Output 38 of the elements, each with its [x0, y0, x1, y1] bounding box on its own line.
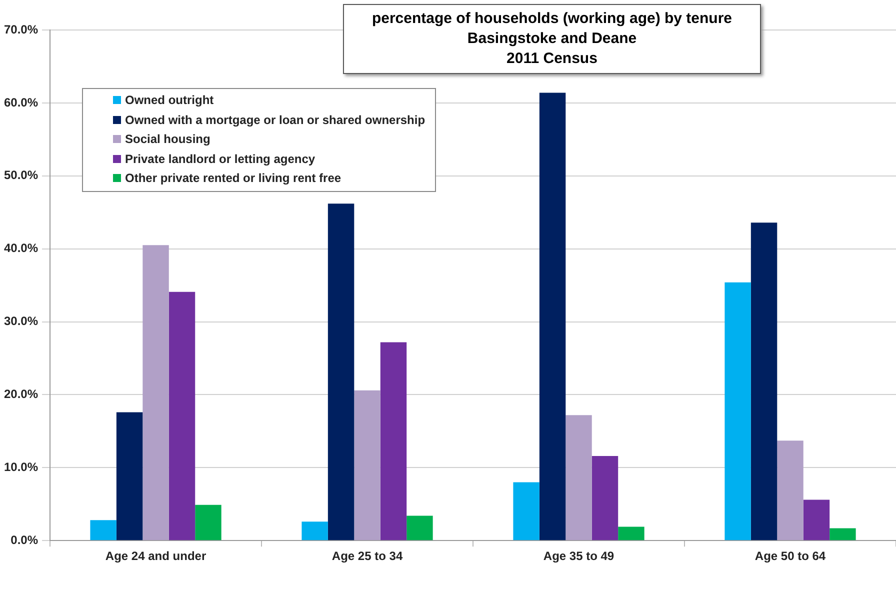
bar — [142, 245, 169, 540]
legend-label: Owned with a mortgage or loan or shared ownership — [124, 112, 426, 128]
bar — [803, 500, 830, 540]
bar — [168, 292, 196, 540]
bar — [830, 528, 856, 540]
y-tick-label: 40.0% — [4, 241, 38, 256]
legend-label: Other private rented or living rent free — [124, 170, 342, 187]
legend-label: Social housing — [124, 131, 212, 148]
y-tick-label: 10.0% — [4, 460, 38, 474]
bar — [618, 526, 644, 540]
bar — [116, 412, 143, 540]
bar — [724, 282, 751, 540]
bar — [328, 204, 354, 540]
legend-label: Owned outright — [124, 92, 215, 109]
bar — [195, 504, 222, 540]
x-tick-label: Age 25 to 34 — [332, 549, 403, 564]
bar — [354, 390, 380, 540]
title-box: percentage of households (working age) by tenure Basingstoke and Deane 2011 Census — [343, 4, 761, 74]
x-tick-label: Age 24 and under — [105, 549, 206, 564]
y-tick-label: 0.0% — [10, 532, 38, 547]
y-tick-label: 30.0% — [4, 314, 38, 328]
x-tick-label: Age 50 to 64 — [754, 549, 826, 564]
x-tick-label: Age 35 to 49 — [543, 549, 614, 564]
y-tick-label: 70.0% — [4, 22, 38, 36]
y-tick-label: 20.0% — [4, 387, 38, 402]
bar — [406, 516, 433, 540]
bar — [592, 456, 618, 540]
bar — [90, 520, 116, 540]
y-tick-label: 50.0% — [4, 168, 38, 182]
bar — [750, 222, 778, 540]
bar — [566, 415, 592, 540]
bar — [539, 92, 566, 540]
y-tick-label: 60.0% — [4, 95, 38, 110]
bar — [777, 440, 804, 540]
bar — [513, 482, 540, 540]
bar — [380, 342, 407, 540]
legend-label: Private landlord or letting agency — [124, 150, 316, 168]
bar — [302, 522, 328, 540]
